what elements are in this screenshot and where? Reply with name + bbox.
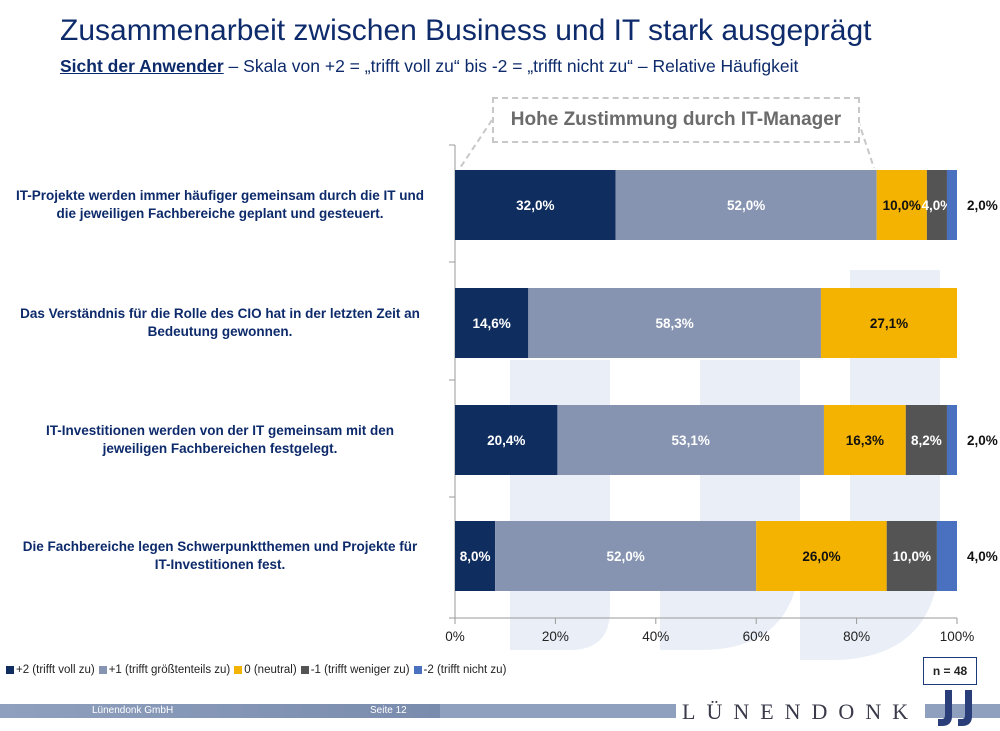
category-label: IT-Projekte werden immer häufiger gemein…	[15, 188, 425, 221]
data-label: 20,4%	[487, 433, 525, 448]
data-label: 52,0%	[607, 549, 645, 564]
footer-page-number: Seite 12	[370, 705, 407, 716]
category-label: Die Fachbereiche legen Schwerpunktthemen…	[22, 539, 418, 572]
bar-segment	[557, 405, 824, 475]
page-subtitle: Sicht der Anwender – Skala von +2 = „tri…	[60, 56, 798, 77]
legend-swatch	[300, 666, 309, 674]
data-label: 53,1%	[672, 433, 710, 448]
bar-segment	[876, 170, 927, 240]
legend-swatch	[413, 666, 422, 674]
legend-label: +2 (trifft voll zu)	[16, 664, 95, 676]
data-label: 4,0%	[922, 198, 953, 213]
x-tick-label: 100%	[940, 629, 975, 644]
bar-segment	[615, 170, 877, 240]
legend-label: -2 (trifft nicht zu)	[423, 664, 507, 676]
legend-item: -2 (trifft nicht zu)	[413, 664, 507, 676]
bar-segment	[756, 521, 887, 591]
callout-connector-left	[459, 119, 493, 169]
data-label: 16,3%	[846, 433, 884, 448]
data-label: 14,6%	[473, 316, 511, 331]
x-tick-label: 80%	[843, 629, 870, 644]
x-tick-label: 60%	[743, 629, 770, 644]
legend-item: +1 (trifft größtenteils zu)	[98, 664, 231, 676]
subtitle-rest: – Skala von +2 = „trifft voll zu“ bis -2…	[223, 56, 799, 76]
bar-segment	[455, 170, 616, 240]
data-label: 58,3%	[655, 316, 693, 331]
legend-item: 0 (neutral)	[234, 664, 297, 676]
bar-segment	[455, 288, 529, 358]
callout-connectors	[459, 119, 875, 169]
category-label: IT-Investitionen werden von der IT gemei…	[45, 423, 395, 456]
data-label: 10,0%	[883, 198, 921, 213]
bar-segment	[455, 405, 558, 475]
callout-connector-right	[857, 119, 875, 169]
data-label: 10,0%	[893, 549, 931, 564]
bar-segment	[946, 405, 957, 475]
page-title: Zusammenarbeit zwischen Business und IT …	[60, 14, 872, 47]
data-label: 2,0%	[967, 433, 998, 448]
data-label: 8,2%	[911, 433, 942, 448]
chart-legend: +2 (trifft voll zu) +1 (trifft größtentei…	[6, 664, 510, 676]
legend-item: -1 (trifft weniger zu)	[300, 664, 410, 676]
bar-segment	[455, 521, 496, 591]
data-label: 32,0%	[516, 198, 554, 213]
tick-labels: 0% 20% 40% 60% 80% 100%	[445, 629, 974, 644]
footer-company: Lünendonk GmbH	[92, 705, 174, 716]
data-label: 8,0%	[460, 549, 491, 564]
bar-segment	[926, 170, 947, 240]
data-label: 27,1%	[870, 316, 908, 331]
legend-label: -1 (trifft weniger zu)	[310, 664, 410, 676]
chart-bars: 32,0% 52,0% 10,0% 4,0% 2,0%14,6% 58,3% 27,1%20…	[455, 170, 998, 591]
legend-swatch	[234, 666, 243, 674]
bar-segment	[823, 405, 906, 475]
category-label: Das Verständnis für die Rolle des CIO ha…	[20, 306, 420, 339]
x-tick-label: 20%	[542, 629, 569, 644]
brand-logo-mark	[938, 690, 972, 726]
data-label: 26,0%	[802, 549, 840, 564]
legend-swatch	[98, 666, 107, 674]
bar-segment	[905, 405, 947, 475]
sample-size-box: n = 48	[923, 657, 977, 685]
legend-swatch	[6, 666, 14, 674]
legend-item: +2 (trifft voll zu)	[6, 664, 95, 676]
bar-segment	[946, 170, 957, 240]
data-label: 2,0%	[967, 198, 998, 213]
bar-segment	[936, 521, 957, 591]
x-tick-label: 0%	[445, 629, 465, 644]
x-tick-label: 40%	[642, 629, 669, 644]
bar-segment	[528, 288, 821, 358]
bar-segment	[820, 288, 957, 358]
data-label: 4,0%	[967, 549, 998, 564]
subtitle-lead: Sicht der Anwender	[60, 56, 224, 76]
bar-segment	[495, 521, 757, 591]
brand-logo-text: LÜNENDONK	[676, 699, 926, 725]
bar-segment	[886, 521, 937, 591]
footer-bar-left	[0, 704, 440, 718]
legend-label: +1 (trifft größtenteils zu)	[108, 664, 231, 676]
callout-box: Hohe Zustimmung durch IT-Manager	[492, 97, 860, 143]
data-label: 52,0%	[727, 198, 765, 213]
legend-label: 0 (neutral)	[244, 664, 297, 676]
